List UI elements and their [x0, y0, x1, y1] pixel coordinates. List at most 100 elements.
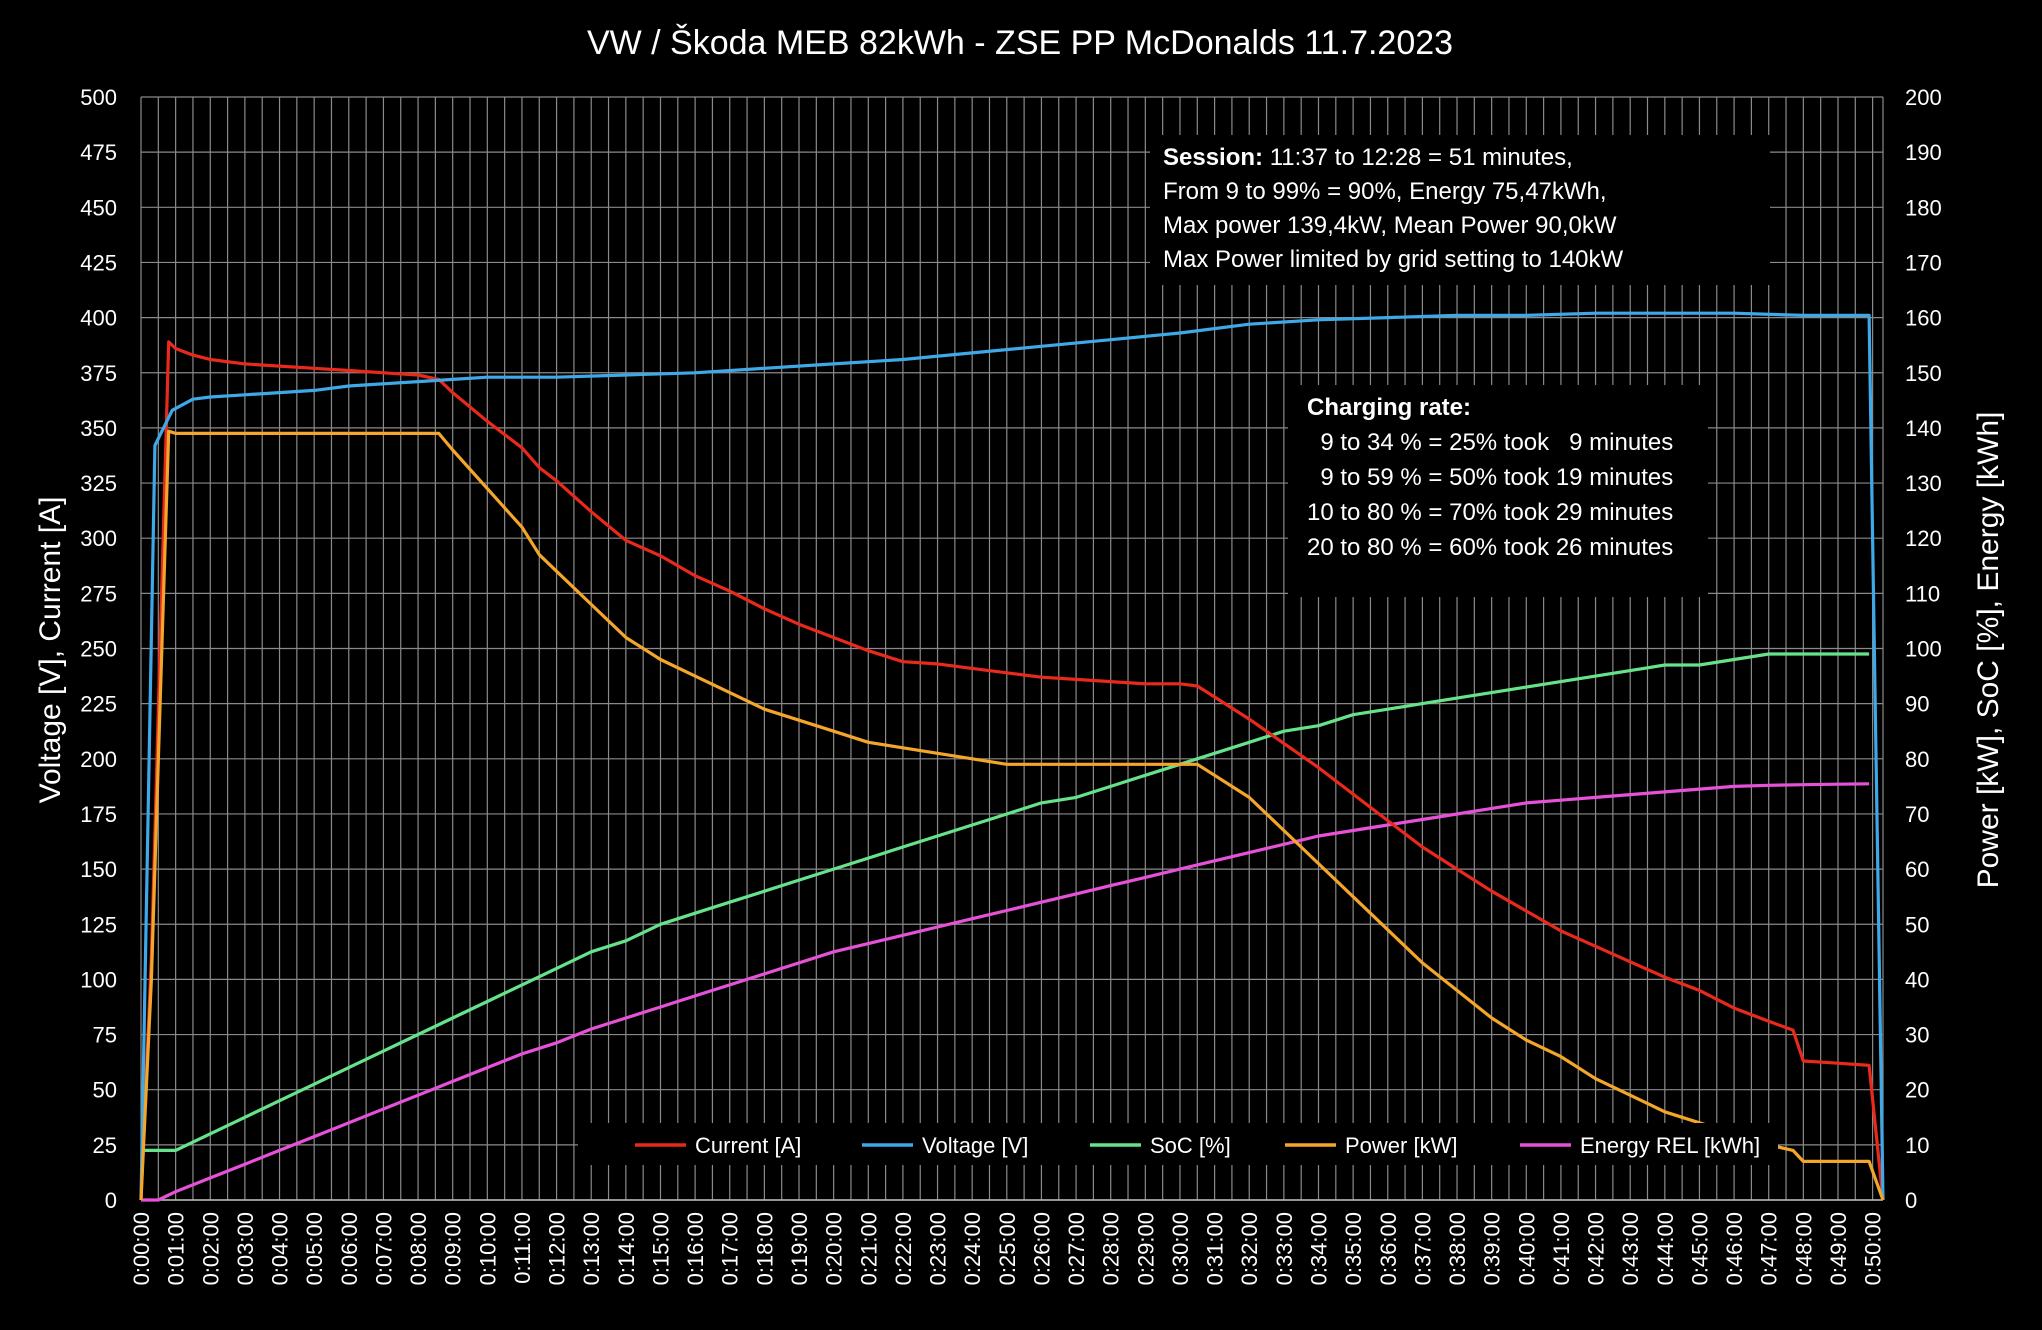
left-tick-label: 50: [93, 1078, 117, 1103]
charging-rate-heading: Charging rate:: [1307, 394, 1471, 421]
session-line-4: Max Power limited by grid setting to 140…: [1163, 246, 1624, 273]
left-tick-label: 200: [80, 747, 117, 772]
right-tick-label: 10: [1905, 1133, 1929, 1158]
chart-title: VW / Škoda MEB 82kWh - ZSE PP McDonalds …: [587, 24, 1453, 62]
left-axis-label: Voltage [V], Current [A]: [34, 497, 67, 804]
x-tick-label: 0:09:00: [441, 1212, 466, 1285]
right-tick-label: 80: [1905, 747, 1929, 772]
x-tick-label: 0:30:00: [1168, 1212, 1193, 1285]
x-tick-label: 0:02:00: [198, 1212, 223, 1285]
session-annotation-box: [1150, 135, 1770, 285]
right-tick-label: 60: [1905, 857, 1929, 882]
x-tick-label: 0:31:00: [1203, 1212, 1228, 1285]
x-tick-label: 0:48:00: [1791, 1212, 1816, 1285]
x-tick-label: 0:50:00: [1861, 1212, 1886, 1285]
right-tick-label: 160: [1905, 306, 1942, 331]
right-tick-label: 50: [1905, 912, 1929, 937]
x-tick-label: 0:46:00: [1722, 1212, 1747, 1285]
charging-rate-line-1: 9 to 34 % = 25% took 9 minutes: [1307, 429, 1673, 456]
x-tick-label: 0:23:00: [926, 1212, 951, 1285]
right-tick-label: 110: [1905, 581, 1940, 606]
charging-rate-annotation: Charging rate: 9 to 34 % = 25% took 9 mi…: [1288, 385, 1708, 597]
left-tick-label: 350: [80, 416, 117, 441]
session-annotation: Session: 11:37 to 12:28 = 51 minutes, Fr…: [1150, 135, 1770, 285]
session-time: 11:37 to 12:28 = 51 minutes,: [1263, 144, 1573, 171]
right-tick-label: 170: [1905, 250, 1942, 275]
right-axis-ticks: 0 10 20 30 40 50 60 70 80 90 100 110 120 130 140 150 160…: [1905, 85, 1942, 1213]
right-tick-label: 40: [1905, 967, 1929, 992]
x-tick-label: 0:27:00: [1064, 1212, 1089, 1285]
x-axis-ticks: 0:00:00 0:01:00 0:02:00 0:03:00 0:04:00 0:05:…: [129, 1212, 1886, 1285]
left-tick-label: 175: [80, 802, 117, 827]
series-line-power-kw: [139, 429, 1885, 1201]
right-tick-label: 120: [1905, 526, 1942, 551]
left-tick-label: 400: [80, 306, 117, 331]
x-tick-label: 0:26:00: [1029, 1212, 1054, 1285]
series-line-voltage-v: [139, 311, 1885, 1201]
x-tick-label: 0:21:00: [856, 1212, 881, 1285]
legend-box: [578, 1123, 1778, 1165]
x-tick-label: 0:44:00: [1653, 1212, 1678, 1285]
session-heading: Session:: [1163, 144, 1263, 171]
x-tick-label: 0:17:00: [718, 1212, 743, 1285]
x-tick-label: 0:03:00: [233, 1212, 258, 1285]
x-tick-label: 0:39:00: [1480, 1212, 1505, 1285]
series-line-energy-rel-kwh: [141, 782, 1870, 1202]
x-tick-label: 0:36:00: [1376, 1212, 1401, 1285]
series-lines: [139, 311, 1885, 1202]
right-tick-label: 200: [1905, 85, 1942, 110]
right-tick-label: 190: [1905, 140, 1942, 165]
legend: Current [A] Voltage [V] SoC [%] Power [kW] E…: [578, 1123, 1778, 1165]
x-tick-label: 0:06:00: [337, 1212, 362, 1285]
x-tick-label: 0:49:00: [1826, 1212, 1851, 1285]
x-tick-label: 0:35:00: [1341, 1212, 1366, 1285]
charging-rate-line-3: 10 to 80 % = 70% took 29 minutes: [1307, 499, 1673, 526]
x-tick-label: 0:22:00: [891, 1212, 916, 1285]
x-tick-label: 0:05:00: [302, 1212, 327, 1285]
left-tick-label: 450: [80, 195, 117, 220]
left-axis-ticks: 0 25 50 75 100 125 150 175 200 225 250 275 300 325 350…: [80, 85, 117, 1213]
x-tick-label: 0:28:00: [1099, 1212, 1124, 1285]
right-tick-label: 130: [1905, 471, 1942, 496]
left-tick-label: 375: [80, 361, 117, 386]
left-tick-label: 150: [80, 857, 117, 882]
right-tick-label: 20: [1905, 1078, 1929, 1103]
x-tick-label: 0:08:00: [406, 1212, 431, 1285]
x-tick-label: 0:07:00: [371, 1212, 396, 1285]
x-tick-label: 0:12:00: [545, 1212, 570, 1285]
x-tick-label: 0:47:00: [1757, 1212, 1782, 1285]
charging-rate-box: [1288, 385, 1708, 597]
x-tick-label: 0:18:00: [752, 1212, 777, 1285]
left-tick-label: 100: [80, 967, 117, 992]
legend-label-energy-rel-kwh: Energy REL [kWh]: [1580, 1133, 1760, 1158]
x-tick-label: 0:29:00: [1133, 1212, 1158, 1285]
right-tick-label: 100: [1905, 637, 1942, 662]
left-tick-label: 500: [80, 85, 117, 110]
legend-label-current-a: Current [A]: [695, 1133, 801, 1158]
right-axis-label: Power [kW], SoC [%], Energy [kWh]: [1972, 412, 2005, 889]
left-tick-label: 25: [93, 1133, 117, 1158]
session-line-3: Max power 139,4kW, Mean Power 90,0kW: [1163, 212, 1617, 239]
charging-rate-line-2: 9 to 59 % = 50% took 19 minutes: [1307, 464, 1673, 491]
left-tick-label: 250: [80, 637, 117, 662]
legend-label-voltage-v: Voltage [V]: [922, 1133, 1028, 1158]
x-tick-label: 0:40:00: [1514, 1212, 1539, 1285]
left-tick-label: 325: [80, 471, 117, 496]
left-tick-label: 300: [80, 526, 117, 551]
x-tick-label: 0:37:00: [1410, 1212, 1435, 1285]
left-tick-label: 125: [80, 912, 117, 937]
right-tick-label: 180: [1905, 195, 1942, 220]
legend-label-power-kw: Power [kW]: [1345, 1133, 1457, 1158]
left-tick-label: 275: [80, 581, 117, 606]
left-tick-label: 75: [93, 1023, 117, 1048]
x-tick-label: 0:19:00: [787, 1212, 812, 1285]
left-tick-label: 425: [80, 250, 117, 275]
session-line-2: From 9 to 99% = 90%, Energy 75,47kWh,: [1163, 178, 1607, 205]
right-tick-label: 90: [1905, 692, 1929, 717]
x-tick-label: 0:14:00: [614, 1212, 639, 1285]
charging-rate-line-4: 20 to 80 % = 60% took 26 minutes: [1307, 534, 1673, 561]
x-tick-label: 0:16:00: [683, 1212, 708, 1285]
x-tick-label: 0:42:00: [1584, 1212, 1609, 1285]
x-tick-label: 0:00:00: [129, 1212, 154, 1285]
